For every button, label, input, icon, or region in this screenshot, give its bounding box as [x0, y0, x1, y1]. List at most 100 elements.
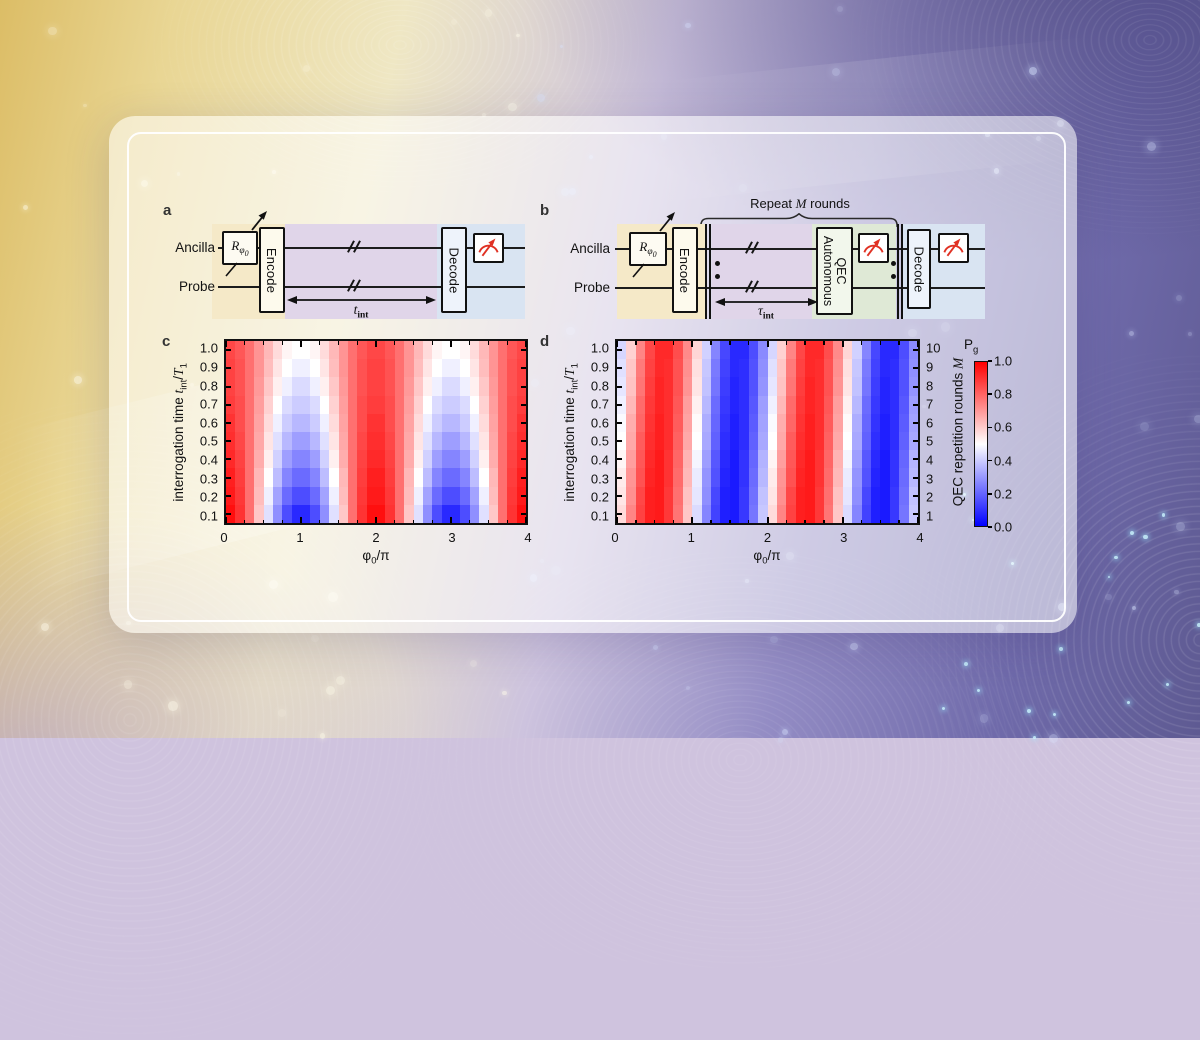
heatmap-cell [507, 377, 517, 396]
heatmap-cell [460, 359, 470, 378]
ancilla-wire [218, 247, 525, 249]
axis-tick [617, 512, 622, 515]
x-tick-label: 4 [524, 530, 532, 545]
heatmap-cell [441, 504, 451, 523]
axis-tick [913, 512, 918, 515]
axis-tick [487, 519, 490, 523]
y-tick-label: 0.1 [590, 508, 609, 524]
rotation-arrow-icon [251, 211, 267, 231]
wire-break-icon [744, 240, 760, 256]
heatmap-cell [488, 413, 498, 432]
heatmap-cell [460, 432, 470, 451]
heatmap-cell [899, 450, 909, 469]
heatmap-cell [842, 486, 853, 505]
heatmap-cell [272, 413, 283, 432]
heatmap-cell [272, 341, 283, 360]
heatmap-cell [329, 413, 339, 432]
y-tick-label: 0.1 [199, 508, 218, 524]
colorbar-tick [988, 360, 992, 362]
heatmap-cell [682, 432, 693, 451]
heatmap-cell [338, 432, 348, 451]
heatmap-cell [497, 432, 508, 451]
heatmap-cell [338, 504, 348, 523]
heatmap-cell [758, 432, 768, 451]
heatmap-cell [673, 377, 683, 396]
heatmap-cell [479, 341, 489, 360]
heatmap-cell [272, 486, 283, 505]
background-sparkle-dot [1197, 623, 1200, 628]
background-bokeh-dot [850, 642, 858, 651]
heatmap-cell [870, 341, 881, 360]
heatmap-cell [880, 359, 890, 378]
axis-tick [804, 519, 806, 523]
heatmap-cell [786, 377, 796, 396]
axis-tick [766, 341, 769, 347]
heatmap-cell [451, 468, 461, 487]
heatmap-cell [701, 413, 712, 432]
heatmap-cell [507, 486, 517, 505]
heatmap-cell [310, 432, 320, 451]
heatmap-cell [852, 486, 862, 505]
heatmap-cell [880, 413, 890, 432]
heatmap-cell [673, 341, 683, 360]
heatmap-cell [432, 341, 442, 360]
x-axis-label-d: φ0/π [753, 548, 781, 567]
heatmap-cell [404, 341, 414, 360]
heatmap-cell [711, 359, 721, 378]
y-tick-label: 0.8 [199, 378, 218, 393]
heatmap-cell [758, 468, 768, 487]
heatmap-cell [852, 377, 862, 396]
heatmap-cell [786, 341, 796, 360]
heatmap-cell [645, 468, 655, 487]
heatmap-cell [394, 377, 405, 396]
heatmap-cell [394, 432, 405, 451]
heatmap-cell [235, 413, 245, 432]
colorbar-title: Pg [964, 337, 979, 356]
axis-tick [262, 341, 265, 345]
heatmap-cell [805, 413, 815, 432]
heatmap-cell [488, 450, 498, 469]
heatmap-cell [366, 450, 376, 469]
axis-tick [823, 519, 825, 523]
background-bokeh-dot [481, 113, 486, 117]
heatmap-cell [833, 468, 843, 487]
heatmap-cell [310, 504, 320, 523]
heatmap-cell [711, 413, 721, 432]
heatmap-cell [889, 341, 900, 360]
axis-tick [617, 403, 622, 406]
heatmap-cell [479, 359, 489, 378]
heatmap-cell [319, 450, 330, 469]
axis-tick [431, 519, 433, 523]
heatmap-cell [366, 395, 376, 414]
x-axis-label-c: φ0/π [362, 548, 390, 567]
background-bokeh-dot [684, 22, 691, 29]
axis-tick [281, 341, 283, 345]
heatmap-cell [654, 504, 665, 523]
heatmap-cell [795, 468, 806, 487]
heatmap-cell [823, 377, 834, 396]
heatmap-cell [263, 395, 273, 414]
heatmap-cell [861, 468, 871, 487]
heatmap-cell [842, 395, 853, 414]
background-bokeh-dot [501, 690, 507, 696]
heatmap-cell [673, 395, 683, 414]
heatmap-cell [413, 504, 423, 523]
heatmap-cell [432, 486, 442, 505]
heatmap-cell [376, 359, 386, 378]
heatmap-cell [244, 395, 255, 414]
axis-tick [766, 517, 769, 523]
heatmap-cell [291, 504, 301, 523]
heatmap-cell [366, 341, 376, 360]
axis-tick [226, 494, 231, 497]
axis-tick [691, 341, 694, 347]
heatmap-cell [635, 504, 646, 523]
heatmap-cell [786, 468, 796, 487]
heatmap-cell [673, 359, 683, 378]
figure: a Ancilla Probe Rφ0 Encode tint Decode [162, 196, 1012, 567]
heatmap-cell [254, 468, 264, 487]
heatmap-cell [263, 377, 273, 396]
heatmap-cell [376, 486, 386, 505]
heatmap-cell [861, 341, 871, 360]
heatmap-cell [479, 413, 489, 432]
y-tick-label: 0.6 [199, 415, 218, 431]
